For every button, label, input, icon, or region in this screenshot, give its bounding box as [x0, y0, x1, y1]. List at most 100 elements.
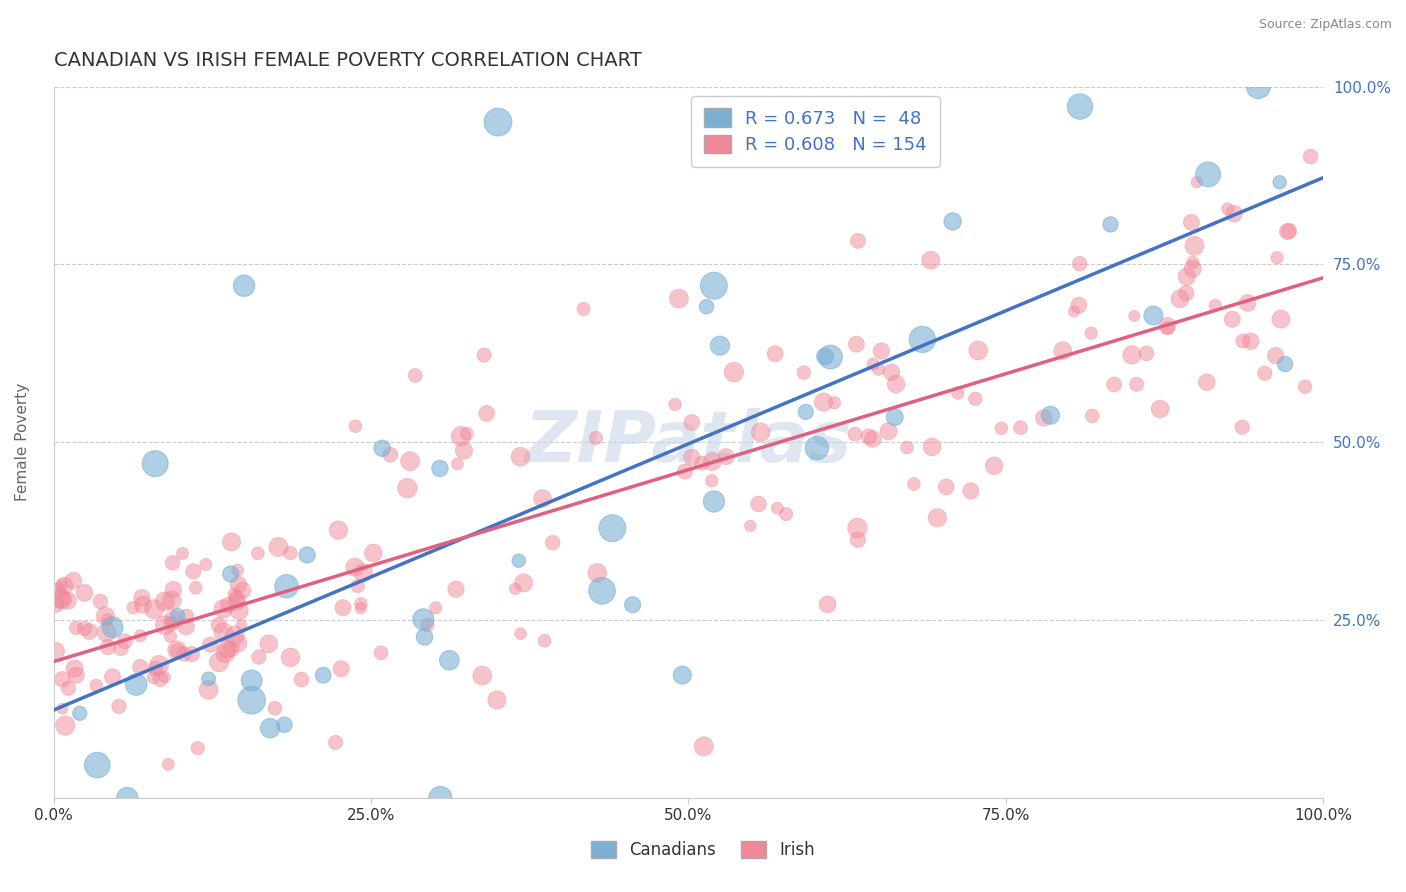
Point — [714, 450, 737, 464]
Point — [280, 650, 302, 665]
Point — [225, 595, 247, 609]
Point — [380, 448, 402, 462]
Point — [486, 115, 509, 129]
Point — [240, 673, 263, 688]
Point — [312, 668, 335, 682]
Point — [148, 657, 170, 672]
Point — [96, 613, 118, 627]
Point — [439, 653, 461, 667]
Point — [166, 643, 188, 657]
Point — [1081, 409, 1104, 423]
Point — [56, 593, 79, 607]
Point — [1121, 348, 1143, 362]
Point — [508, 554, 530, 568]
Point — [1142, 309, 1164, 323]
Point — [122, 600, 145, 615]
Point — [896, 441, 918, 455]
Point — [69, 706, 91, 721]
Point — [1220, 312, 1243, 326]
Point — [946, 386, 969, 401]
Point — [350, 597, 373, 611]
Point — [444, 582, 467, 597]
Point — [352, 566, 374, 580]
Text: Source: ZipAtlas.com: Source: ZipAtlas.com — [1258, 18, 1392, 31]
Point — [240, 693, 263, 707]
Point — [246, 546, 269, 560]
Text: ZIPatlas: ZIPatlas — [524, 408, 852, 477]
Point — [212, 625, 235, 640]
Point — [58, 681, 80, 696]
Point — [846, 521, 869, 535]
Point — [533, 633, 555, 648]
Point — [766, 501, 789, 516]
Point — [877, 424, 900, 438]
Point — [1204, 298, 1226, 312]
Point — [429, 461, 451, 475]
Point — [1232, 334, 1254, 348]
Point — [142, 671, 165, 685]
Y-axis label: Female Poverty: Female Poverty — [15, 384, 30, 501]
Point — [101, 620, 124, 634]
Point — [143, 457, 166, 471]
Point — [159, 630, 181, 644]
Point — [79, 624, 101, 639]
Point — [1180, 215, 1202, 229]
Point — [129, 660, 152, 674]
Point — [110, 641, 132, 656]
Point — [149, 672, 172, 686]
Point — [412, 612, 434, 626]
Point — [709, 339, 731, 353]
Point — [693, 739, 716, 754]
Point — [231, 618, 253, 632]
Point — [290, 673, 312, 687]
Legend: Canadians, Irish: Canadians, Irish — [585, 834, 821, 866]
Point — [226, 636, 249, 650]
Point — [224, 629, 246, 643]
Point — [1063, 304, 1085, 318]
Point — [247, 650, 270, 665]
Point — [153, 594, 176, 608]
Point — [295, 548, 318, 562]
Point — [370, 646, 392, 660]
Point — [276, 579, 298, 593]
Point — [1265, 251, 1288, 265]
Point — [153, 670, 176, 684]
Point — [325, 735, 347, 749]
Point — [208, 655, 231, 669]
Point — [48, 582, 70, 597]
Point — [172, 546, 194, 560]
Point — [153, 618, 176, 632]
Point — [824, 396, 846, 410]
Point — [371, 442, 394, 456]
Point — [920, 253, 942, 268]
Point — [114, 634, 136, 648]
Point — [456, 426, 478, 441]
Point — [65, 668, 87, 682]
Point — [259, 721, 281, 735]
Point — [97, 640, 120, 654]
Point — [696, 300, 718, 314]
Point — [572, 301, 595, 316]
Point — [602, 521, 624, 535]
Point — [86, 758, 108, 772]
Point — [267, 540, 290, 554]
Point — [621, 598, 644, 612]
Point — [586, 566, 609, 580]
Point — [117, 791, 139, 805]
Point — [62, 574, 84, 588]
Point — [197, 682, 219, 697]
Point — [505, 582, 527, 596]
Point — [749, 425, 772, 440]
Point — [273, 718, 295, 732]
Point — [429, 791, 451, 805]
Point — [343, 560, 366, 574]
Point — [671, 668, 693, 682]
Point — [817, 598, 839, 612]
Point — [224, 588, 246, 602]
Point — [101, 670, 124, 684]
Point — [228, 577, 250, 591]
Point — [1270, 312, 1292, 326]
Point — [45, 644, 67, 658]
Point — [1123, 309, 1146, 323]
Point — [183, 564, 205, 578]
